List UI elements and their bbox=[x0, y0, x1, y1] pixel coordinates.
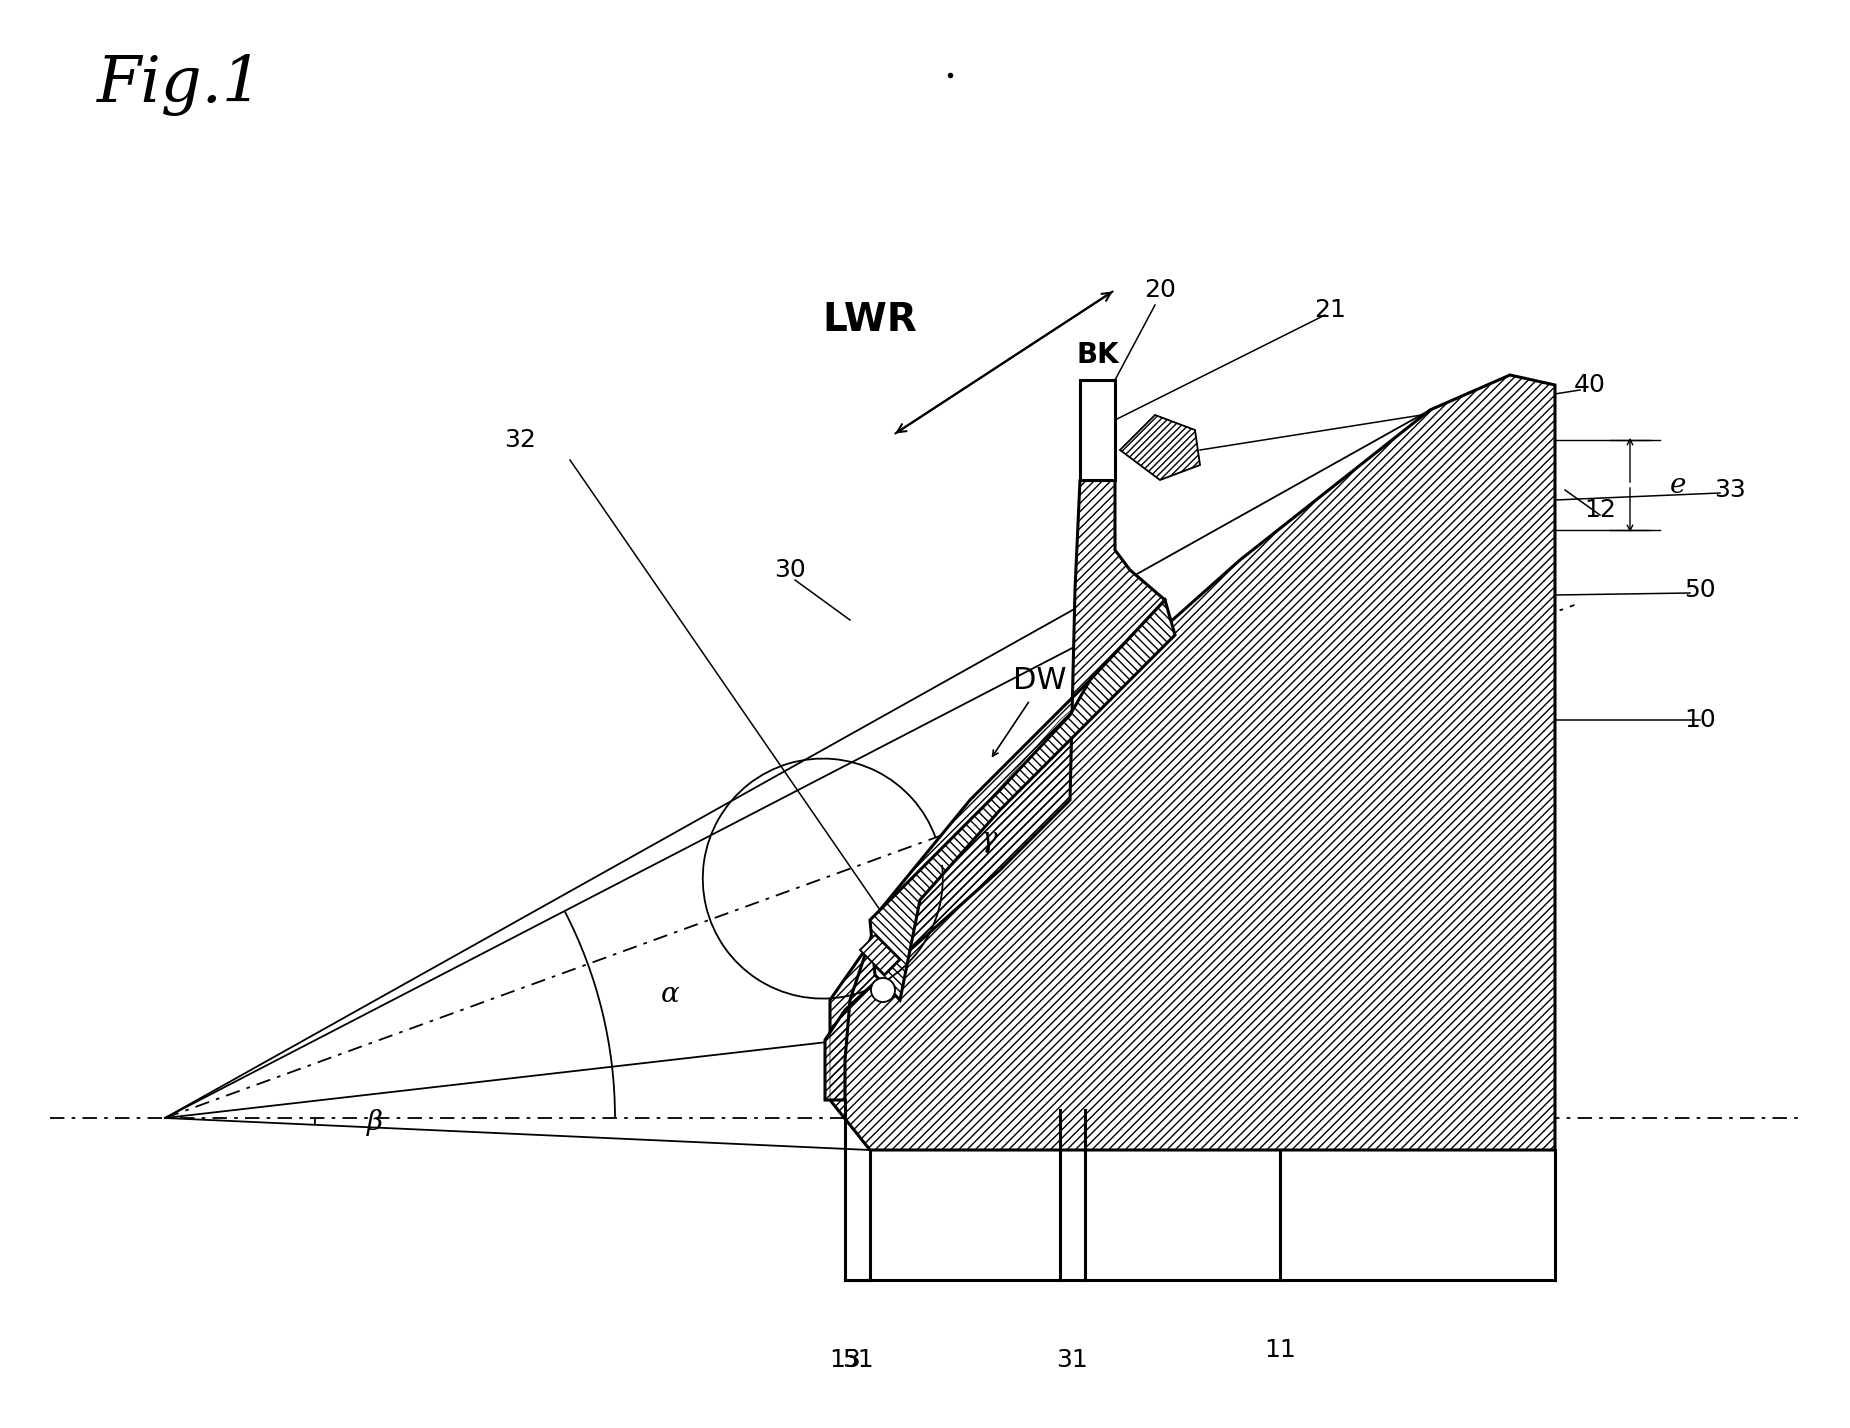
Text: 31: 31 bbox=[1056, 1348, 1088, 1372]
Text: 11: 11 bbox=[1264, 1338, 1295, 1362]
Polygon shape bbox=[1080, 380, 1116, 480]
Text: BK: BK bbox=[1077, 341, 1119, 368]
Text: α: α bbox=[660, 981, 679, 1008]
Text: γ: γ bbox=[980, 825, 997, 853]
Text: 40: 40 bbox=[1574, 373, 1606, 397]
Text: 10: 10 bbox=[1684, 708, 1717, 733]
Text: 12: 12 bbox=[1584, 498, 1615, 523]
Text: 51: 51 bbox=[842, 1348, 873, 1372]
Text: 21: 21 bbox=[1314, 298, 1347, 321]
Polygon shape bbox=[870, 600, 1175, 1000]
Text: DW: DW bbox=[1014, 665, 1067, 694]
Polygon shape bbox=[1119, 416, 1201, 480]
Text: 33: 33 bbox=[1715, 478, 1746, 503]
Polygon shape bbox=[860, 935, 899, 975]
Text: 20: 20 bbox=[1143, 278, 1177, 301]
Text: 50: 50 bbox=[1684, 578, 1715, 603]
Text: LWR: LWR bbox=[823, 301, 918, 338]
Text: e: e bbox=[1671, 471, 1687, 498]
Text: 32: 32 bbox=[503, 428, 536, 453]
Text: β: β bbox=[366, 1110, 383, 1137]
Text: Fig.1: Fig.1 bbox=[96, 54, 263, 116]
Circle shape bbox=[871, 978, 895, 1002]
Polygon shape bbox=[825, 456, 1166, 1100]
Text: 30: 30 bbox=[773, 558, 807, 583]
Polygon shape bbox=[831, 376, 1556, 1150]
Text: 13: 13 bbox=[829, 1348, 860, 1372]
